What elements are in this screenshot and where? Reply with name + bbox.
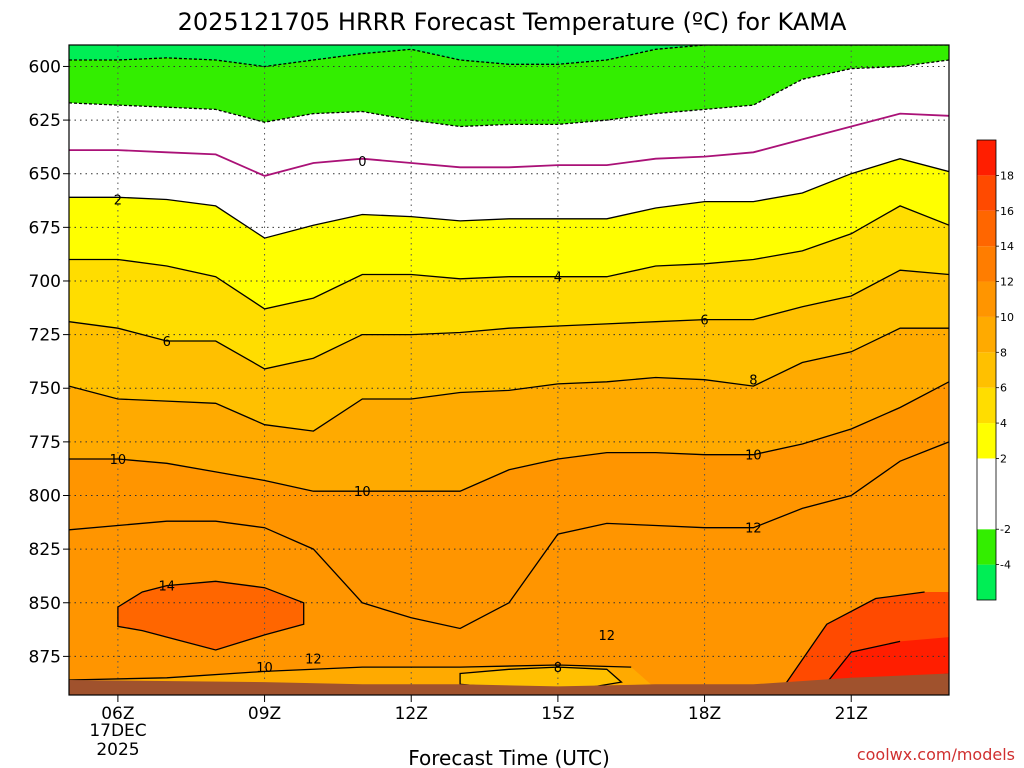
y-tick-label-725: 725: [29, 326, 61, 346]
contour-label-2: 4: [554, 271, 562, 286]
contour-label-11: 12: [599, 629, 616, 644]
contour-label-12: 12: [305, 653, 322, 668]
colorbar-label--2: -2: [1000, 523, 1011, 536]
contour-line-6: [69, 269, 949, 370]
colorbar-label--4: -4: [1000, 559, 1011, 572]
x-tick-label-06Z: 06Z: [101, 704, 134, 724]
contour-label-10: 14: [159, 580, 176, 595]
contour-lines: [69, 45, 949, 695]
contour-line-12: [69, 441, 949, 630]
x-tick-label-21Z: 21Z: [835, 704, 868, 724]
contour-label-14: 8: [554, 661, 562, 676]
colorbar: -4 -2 2 4 6 8 10 12 14 16 18: [976, 139, 1014, 601]
contour-label-5: 8: [749, 374, 757, 389]
contour-line--4: [69, 45, 949, 68]
contour-line-10: [69, 381, 949, 492]
colorbar-label-16: 16: [1000, 205, 1014, 218]
colorbar-label-2: 2: [1000, 452, 1007, 465]
colorbar-swatch-18: [977, 140, 996, 176]
colorbar-swatch-6: [977, 352, 996, 388]
y-tick-label-850: 850: [29, 594, 61, 614]
contour-label-0: 0: [358, 155, 366, 170]
colorbar-swatch-16: [977, 175, 996, 211]
contour-label-8: 10: [745, 449, 762, 464]
colorbar-swatch--4: [977, 529, 996, 565]
colorbar-swatch-12: [977, 246, 996, 282]
contour-label-4: 6: [700, 314, 708, 329]
hot-region-16-line: [777, 591, 925, 695]
y-tick-label-675: 675: [29, 218, 61, 238]
colorbar-label-14: 14: [1000, 240, 1014, 253]
warm-core-14-line: [117, 580, 305, 651]
temperature-fills: [69, 45, 949, 695]
y-tick-label-650: 650: [29, 165, 61, 185]
colorbar-label-6: 6: [1000, 382, 1007, 395]
x-axis-label: Forecast Time (UTC): [408, 746, 610, 768]
inner-band-8-fill: [460, 667, 622, 689]
colorbar-label-18: 18: [1000, 169, 1014, 182]
plot-area: 0 2 4 6 6 8 10 10 10 12 14 12 12 10 8: [69, 45, 949, 695]
date-label-year: 2025: [96, 740, 139, 760]
x-tick-label-15Z: 15Z: [541, 704, 574, 724]
watermark: coolwx.com/models: [857, 745, 1015, 764]
date-label-day: 17DEC: [89, 721, 146, 741]
contour-labels: 0 2 4 6 6 8 10 10 10 12 14 12 12 10 8: [110, 155, 762, 676]
contour-line-2: [69, 158, 949, 239]
x-tick-label-09Z: 09Z: [248, 704, 281, 724]
ground-surface: [69, 673, 949, 695]
contour-label-3: 6: [163, 335, 171, 350]
y-axis: 600 625 650 675 700 725 750 775 800 825 850 875: [29, 57, 69, 667]
contour-label-13: 10: [256, 661, 273, 676]
y-tick-label-875: 875: [29, 647, 61, 667]
colorbar-swatch-14: [977, 210, 996, 247]
contour-label-7: 10: [354, 485, 371, 500]
x-tick-label-18Z: 18Z: [688, 704, 721, 724]
colorbar-label-10: 10: [1000, 311, 1014, 324]
contour-label-9: 12: [745, 522, 762, 537]
contour-line-8: [69, 327, 949, 432]
colorbar-swatch--2: [977, 493, 996, 530]
contour-line-4: [69, 205, 949, 310]
chart-title: 2025121705 HRRR Forecast Temperature (ºC…: [178, 8, 847, 36]
colorbar-swatch-4: [977, 387, 996, 424]
colorbar-label-8: 8: [1000, 346, 1007, 359]
x-axis: 06Z 09Z 12Z 15Z 18Z 21Z: [101, 695, 868, 724]
colorbar-swatch-0: [977, 458, 996, 494]
colorbar-swatch-2: [977, 423, 996, 459]
colorbar-swatch-10: [977, 281, 996, 317]
colorbar-label-12: 12: [1000, 276, 1014, 289]
y-tick-label-700: 700: [29, 272, 61, 292]
colorbar-label-4: 4: [1000, 417, 1007, 430]
y-tick-label-800: 800: [29, 486, 61, 506]
y-tick-label-625: 625: [29, 111, 61, 131]
contour-line--2: [69, 59, 949, 128]
colorbar-swatch--6: [977, 564, 996, 600]
band-fill-coldest: [69, 45, 949, 67]
y-tick-label-825: 825: [29, 540, 61, 560]
contour-label-6: 10: [110, 453, 127, 468]
inner-band-10-line: [69, 664, 632, 681]
colorbar-swatch-8: [977, 316, 996, 353]
warm-core-14-fill: [117, 581, 304, 650]
x-tick-label-12Z: 12Z: [395, 704, 428, 724]
contour-label-1: 2: [114, 193, 122, 208]
contour-line-0: [69, 112, 949, 177]
band-fill-below--2: [69, 45, 949, 127]
y-tick-label-600: 600: [29, 57, 61, 77]
y-tick-label-750: 750: [29, 379, 61, 399]
y-tick-label-775: 775: [29, 433, 61, 453]
plot-frame: [68, 44, 950, 696]
colorbar-frame: [976, 139, 997, 601]
